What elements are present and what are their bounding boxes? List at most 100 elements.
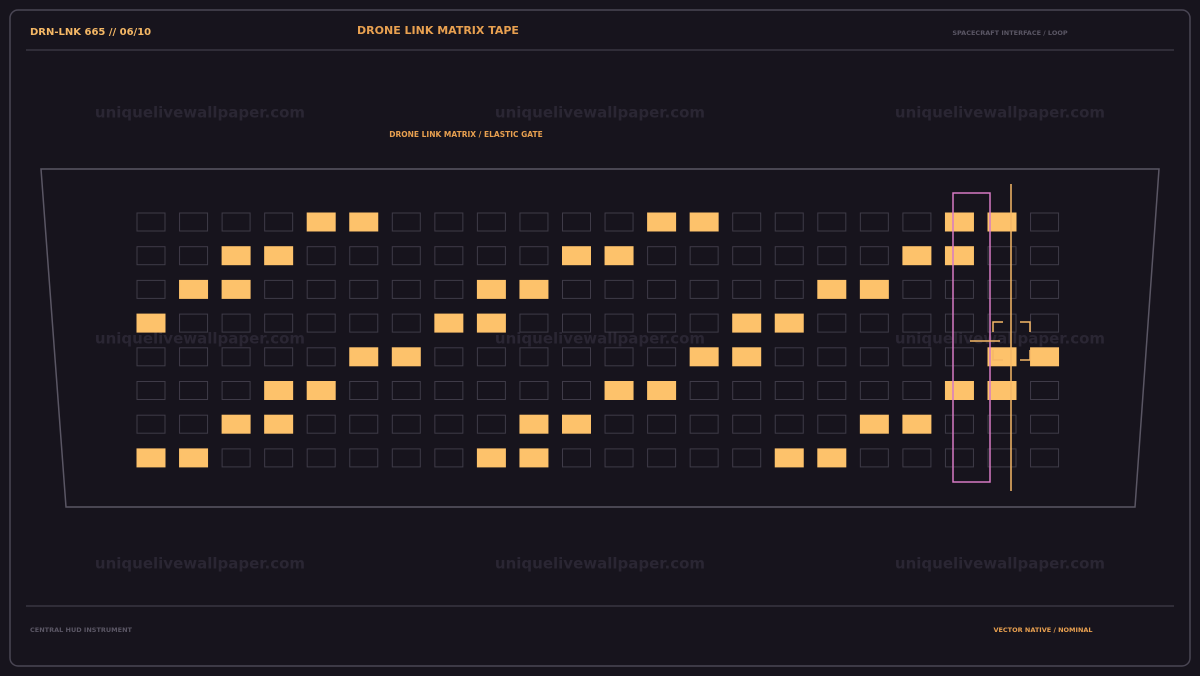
cell (647, 279, 677, 299)
matrix-frame (40, 168, 1160, 508)
cell (1030, 212, 1060, 232)
cell (817, 246, 847, 266)
cell (349, 381, 379, 400)
cell-lit (774, 448, 804, 468)
cell-lit (264, 381, 294, 400)
cell (391, 212, 421, 232)
cell (774, 381, 804, 400)
cell (689, 246, 719, 266)
cell (306, 313, 336, 333)
cell (1030, 381, 1060, 400)
cell-lit (987, 381, 1017, 400)
cell-lit (732, 347, 762, 367)
cell (859, 313, 889, 333)
cell-lit (306, 381, 336, 400)
cell (859, 381, 889, 400)
cell (391, 381, 421, 400)
cell (902, 381, 932, 400)
cell (434, 381, 464, 400)
cell-lit (136, 313, 166, 333)
cell (349, 414, 379, 434)
cell (732, 279, 762, 299)
cell (476, 381, 506, 400)
cell (902, 448, 932, 468)
cell (1030, 246, 1060, 266)
cell-lit (604, 381, 634, 400)
cell (689, 381, 719, 400)
cell (774, 246, 804, 266)
cell (306, 279, 336, 299)
cell-lit (944, 246, 974, 266)
cell-lit (689, 212, 719, 232)
cell (519, 313, 549, 333)
cell (647, 347, 677, 367)
cell (902, 212, 932, 232)
cell-lit (1030, 347, 1060, 367)
cell (732, 246, 762, 266)
cell (562, 212, 591, 232)
cell (221, 347, 251, 367)
cell-lit (604, 246, 634, 266)
watermark: uniquelivewallpaper.com (495, 555, 705, 573)
cell (434, 246, 464, 266)
cell-lit (562, 246, 591, 266)
cell (179, 347, 209, 367)
cell (434, 347, 464, 367)
matrix (136, 212, 1060, 468)
cell (476, 414, 506, 434)
cell-lit (944, 381, 974, 400)
cell-lit (519, 279, 549, 299)
cell (476, 347, 506, 367)
cell-lit (944, 212, 974, 232)
cell (647, 414, 677, 434)
cell (306, 246, 336, 266)
cell (604, 279, 634, 299)
cell-lit (349, 347, 379, 367)
watermark: uniquelivewallpaper.com (895, 104, 1105, 122)
cell (136, 381, 166, 400)
cell (264, 448, 294, 468)
cell (817, 313, 847, 333)
cell (902, 347, 932, 367)
cell-lit (221, 246, 251, 266)
watermarks: uniquelivewallpaper.com uniquelivewallpap… (95, 104, 1105, 573)
cell (434, 279, 464, 299)
cell (987, 414, 1017, 434)
cell (562, 381, 591, 400)
cell (774, 212, 804, 232)
cell (1030, 448, 1060, 468)
cell (647, 313, 677, 333)
cell (689, 313, 719, 333)
cell (349, 246, 379, 266)
cell (859, 246, 889, 266)
cell (349, 313, 379, 333)
cell (774, 414, 804, 434)
cell (604, 414, 634, 434)
cell (604, 212, 634, 232)
cell (221, 212, 251, 232)
cell (136, 347, 166, 367)
cell (434, 414, 464, 434)
cell (519, 246, 549, 266)
cell-lit (476, 313, 506, 333)
cell (604, 313, 634, 333)
cell (944, 279, 974, 299)
cell (604, 448, 634, 468)
cell (179, 246, 209, 266)
cell (647, 246, 677, 266)
watermark: uniquelivewallpaper.com (95, 555, 305, 573)
cell-lit (562, 414, 591, 434)
panel-subtitle: DRONE LINK MATRIX / ELASTIC GATE (389, 130, 543, 139)
cell (179, 381, 209, 400)
cell (221, 313, 251, 333)
footer-right: VECTOR NATIVE / NOMINAL (993, 626, 1092, 634)
cell (136, 246, 166, 266)
cell (391, 279, 421, 299)
cell (136, 414, 166, 434)
header-context: SPACECRAFT INTERFACE / LOOP (952, 29, 1068, 37)
cell (944, 448, 974, 468)
cell (817, 414, 847, 434)
cell (859, 347, 889, 367)
cell-lit (732, 313, 762, 333)
watermark: uniquelivewallpaper.com (95, 104, 305, 122)
